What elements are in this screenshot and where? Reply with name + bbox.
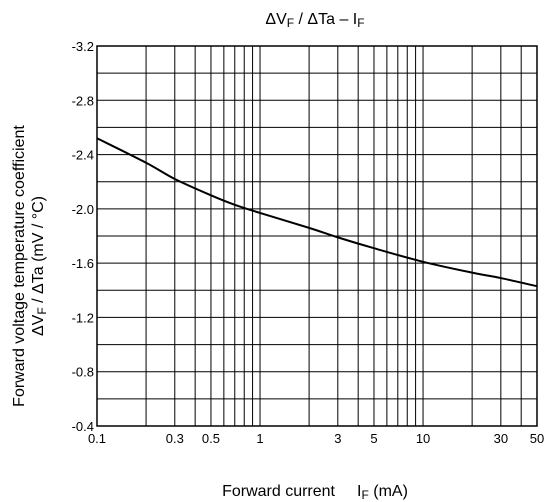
y-tick-label: -3.2	[72, 39, 94, 54]
series-line	[96, 137, 538, 288]
x-tick-label: 5	[370, 431, 377, 446]
y-tick-label: -2.0	[72, 202, 94, 217]
y-tick-labels: -3.2 -2.8 -2.4 -2.0 -1.6 -1.2 -0.8 -0.4	[72, 39, 94, 434]
x-tick-label: 0.1	[88, 431, 106, 446]
y-tick-label: -0.4	[72, 419, 94, 434]
x-axis-label: Forward current IF (mA)	[222, 483, 408, 502]
y-tick-label: -0.8	[72, 365, 94, 380]
plot-frame	[96, 45, 538, 427]
y-tick-label: -1.6	[72, 256, 94, 271]
y-axis-label-line1: Forward voltage temperature coefficient	[11, 125, 28, 407]
grid	[96, 45, 538, 427]
chart-title: ΔVF / ΔTa – IF	[265, 11, 364, 30]
x-tick-label: 10	[416, 431, 430, 446]
x-tick-label: 1	[256, 431, 263, 446]
x-tick-label: 30	[494, 431, 508, 446]
x-tick-label: 50	[530, 431, 544, 446]
x-tick-label: 3	[334, 431, 341, 446]
x-tick-labels: 0.1 0.3 0.5 1 3 5 10 30 50	[88, 431, 544, 446]
y-axis-label-line2: ΔVF / ΔTa (mV / °C)	[30, 196, 49, 336]
y-axis-label: Forward voltage temperature coefficient …	[11, 125, 49, 407]
y-tick-label: -1.2	[72, 310, 94, 325]
y-tick-label: -2.8	[72, 93, 94, 108]
x-tick-label: 0.5	[202, 431, 220, 446]
y-tick-label: -2.4	[72, 148, 94, 163]
x-tick-label: 0.3	[166, 431, 184, 446]
